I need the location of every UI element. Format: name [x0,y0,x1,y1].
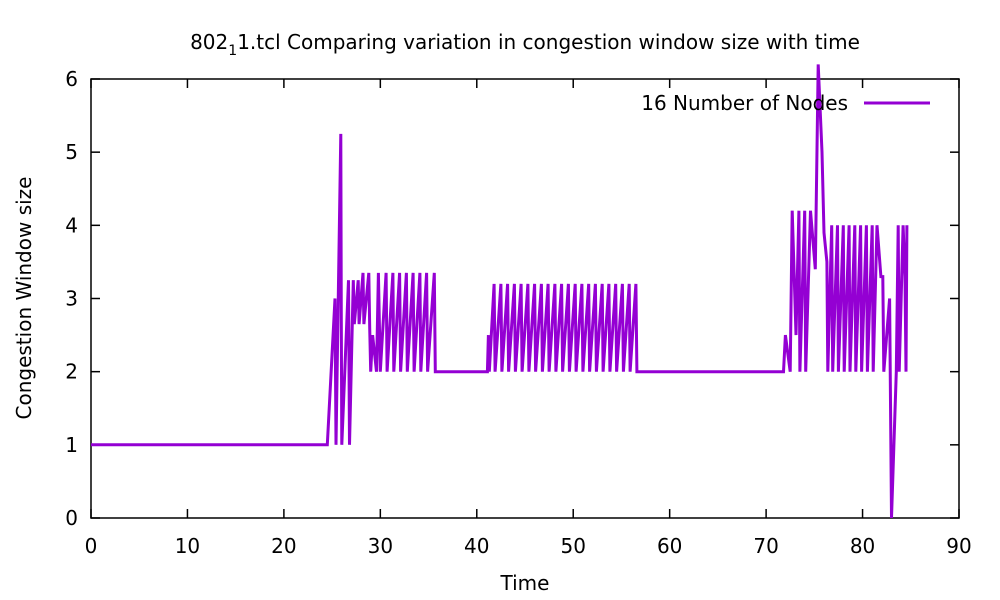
x-tick-label: 30 [368,534,393,558]
y-tick-label: 0 [65,506,78,530]
y-axis-label: Congestion Window size [12,177,36,420]
legend: 16 Number of Nodes [641,91,930,115]
x-tick-label: 60 [657,534,682,558]
x-tick-label: 80 [850,534,875,558]
series-line [91,64,909,519]
x-tick-label: 50 [560,534,585,558]
y-tick-label: 3 [65,287,78,311]
y-tick-label: 1 [65,433,78,457]
x-tick-label: 0 [85,534,98,558]
x-axis-label: Time [500,571,550,595]
x-tick-label: 90 [946,534,971,558]
x-tick-label: 40 [464,534,489,558]
y-tick-label: 2 [65,360,78,384]
chart-title: 80211.tcl Comparing variation in congest… [190,30,860,59]
y-tick-label: 5 [65,140,78,164]
x-tick-label: 10 [175,534,200,558]
x-tick-label: 20 [271,534,296,558]
x-axis: 0 10 20 30 40 50 60 70 80 90 [85,79,972,558]
legend-label: 16 Number of Nodes [641,91,848,115]
y-tick-label: 6 [65,67,78,91]
y-axis: 0 1 2 3 4 5 6 [65,67,959,530]
y-tick-label: 4 [65,213,78,237]
x-tick-label: 70 [753,534,778,558]
